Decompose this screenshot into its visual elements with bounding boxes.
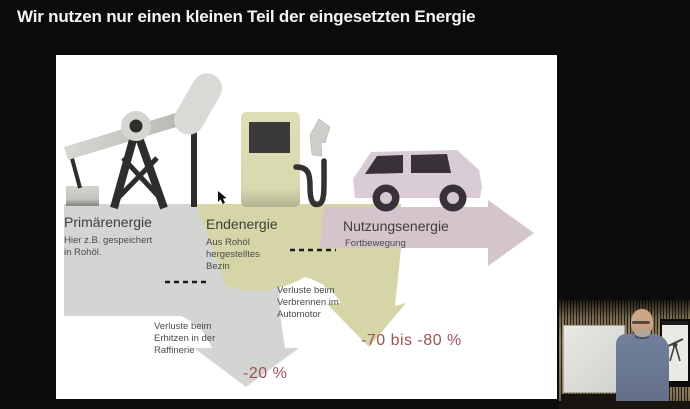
slide-title: Wir nutzen nur einen kleinen Teil der ei… bbox=[17, 7, 476, 26]
mouse-cursor-icon bbox=[218, 191, 227, 204]
pumpjack-brace bbox=[116, 156, 159, 200]
tv-slide-titlebar bbox=[662, 321, 688, 325]
presenter-beard bbox=[635, 329, 650, 337]
loss-label-refinery: Verluste beim Erhitzen in der Raffinerie bbox=[154, 321, 216, 356]
loss-value-refinery: -20 % bbox=[243, 365, 288, 382]
loss-label-motor: Verluste beim Verbrennen im Automotor bbox=[277, 285, 339, 320]
energy-flow-diagram bbox=[64, 73, 534, 387]
pumpjack-pivot-center bbox=[129, 119, 143, 133]
pumpjack-counterweight bbox=[174, 73, 222, 135]
presenter-collar bbox=[635, 335, 649, 339]
stage-heading-endenergie: Endenergie bbox=[206, 216, 278, 232]
presenter-webcam bbox=[559, 300, 690, 409]
stage-heading-nutzungsenergie: Nutzungsenergie bbox=[343, 218, 449, 234]
pumpjack-post bbox=[191, 131, 197, 207]
useful-energy-band bbox=[320, 200, 534, 266]
fuel-pump-nozzle bbox=[309, 118, 331, 157]
presenter bbox=[616, 334, 669, 409]
pumpjack-icon bbox=[64, 73, 222, 210]
floor bbox=[559, 401, 690, 409]
car-window-rear bbox=[411, 154, 451, 173]
fuel-pump-icon bbox=[241, 112, 331, 208]
stage-sub-endenergie: Aus Rohöl hergestelltes Bezin bbox=[206, 237, 260, 272]
loss-value-motor: -70 bis -80 % bbox=[361, 332, 462, 349]
whiteboard bbox=[563, 325, 625, 393]
car-wheel-hub bbox=[380, 192, 392, 204]
car-icon bbox=[353, 150, 482, 212]
stage-heading-primaerenergie: Primärenergie bbox=[64, 214, 152, 230]
stage-sub-primaerenergie: Hier z.B. gespeichert in Rohöl. bbox=[64, 235, 153, 258]
fuel-pump-hose bbox=[293, 158, 327, 208]
car-window-front bbox=[365, 155, 403, 174]
whiteboard-rail bbox=[561, 394, 627, 401]
tv-mini-pumpjack-icon bbox=[665, 338, 684, 362]
energy-diagram-slide: Primärenergie Hier z.B. gespeichert in R… bbox=[56, 55, 557, 399]
car-wheel-hub bbox=[447, 192, 459, 204]
presenter-glasses bbox=[632, 321, 650, 324]
stage-sub-nutzungsenergie: Fortbewegung bbox=[345, 238, 406, 249]
pumpjack-brace bbox=[121, 156, 162, 200]
fuel-pump-screen bbox=[249, 122, 290, 153]
pumpjack-base bbox=[66, 186, 99, 206]
